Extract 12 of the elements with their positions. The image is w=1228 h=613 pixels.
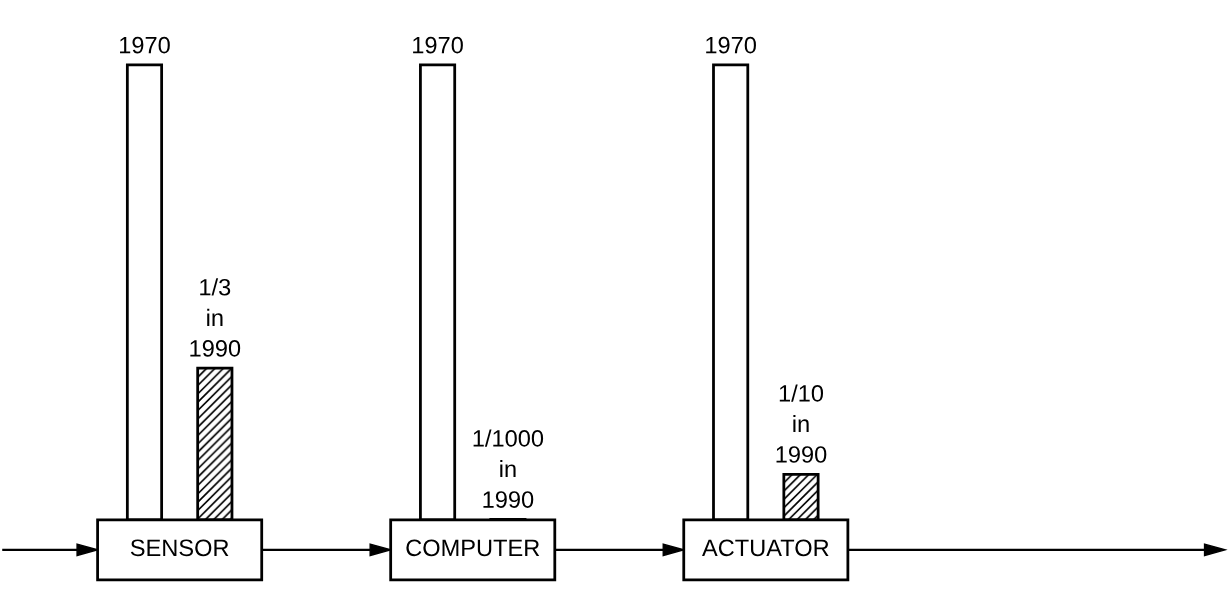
text: in 1990 bbox=[776, 414, 827, 463]
series-label: 1970 bbox=[706, 36, 756, 54]
data-label: 1/10 bbox=[779, 384, 824, 402]
x-tick-label: COMPUTER bbox=[406, 539, 540, 557]
text: 1970 bbox=[120, 36, 170, 54]
text: in 1990 bbox=[483, 459, 534, 508]
data-label: 1/1000 bbox=[473, 429, 544, 447]
x-tick-label: ACTUATOR bbox=[702, 539, 829, 557]
series-label: in 1990 bbox=[190, 308, 241, 357]
data-label: 1/3 bbox=[200, 278, 231, 296]
x-tick-label: SENSOR bbox=[130, 539, 229, 557]
text: 1970 bbox=[413, 36, 463, 54]
